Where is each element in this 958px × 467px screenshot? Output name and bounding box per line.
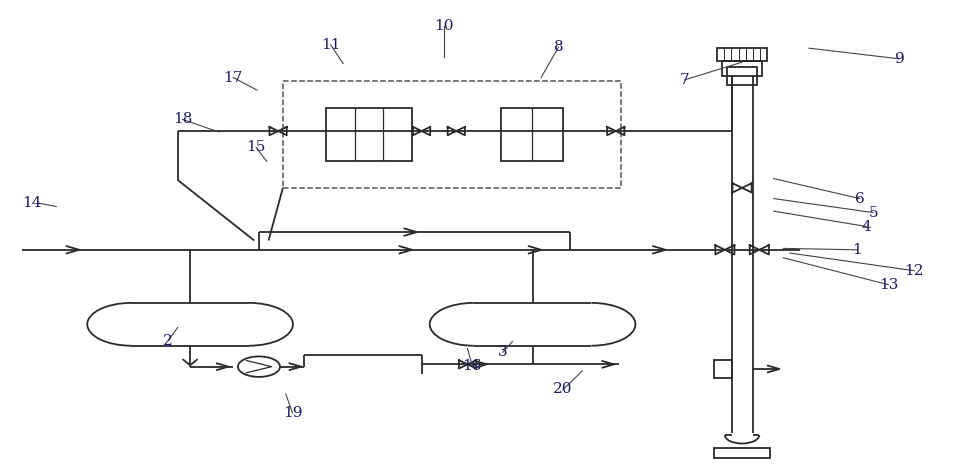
Text: 5: 5 bbox=[868, 205, 878, 219]
Text: 7: 7 bbox=[680, 73, 690, 87]
Text: 15: 15 bbox=[246, 141, 265, 155]
Bar bbox=[727, 67, 758, 85]
Text: 8: 8 bbox=[554, 40, 563, 54]
Text: 14: 14 bbox=[22, 196, 42, 210]
Bar bbox=[500, 107, 562, 161]
Text: 13: 13 bbox=[878, 278, 898, 292]
Text: 19: 19 bbox=[283, 406, 302, 420]
Text: 20: 20 bbox=[554, 382, 573, 396]
Bar bbox=[718, 48, 767, 61]
Text: 1: 1 bbox=[852, 243, 862, 257]
Bar bbox=[715, 360, 732, 378]
Text: 6: 6 bbox=[855, 191, 865, 205]
Text: 4: 4 bbox=[861, 219, 872, 234]
Text: 12: 12 bbox=[904, 264, 924, 278]
Bar bbox=[283, 81, 621, 188]
Bar bbox=[326, 107, 412, 161]
Bar bbox=[715, 448, 770, 458]
Text: 3: 3 bbox=[498, 345, 508, 359]
Text: 17: 17 bbox=[223, 71, 242, 85]
Text: 16: 16 bbox=[463, 359, 482, 373]
Text: 18: 18 bbox=[172, 113, 193, 127]
Bar bbox=[722, 61, 763, 76]
Text: 9: 9 bbox=[895, 52, 904, 66]
Text: 10: 10 bbox=[434, 19, 453, 33]
Text: 2: 2 bbox=[163, 333, 173, 347]
Text: 11: 11 bbox=[321, 38, 340, 52]
